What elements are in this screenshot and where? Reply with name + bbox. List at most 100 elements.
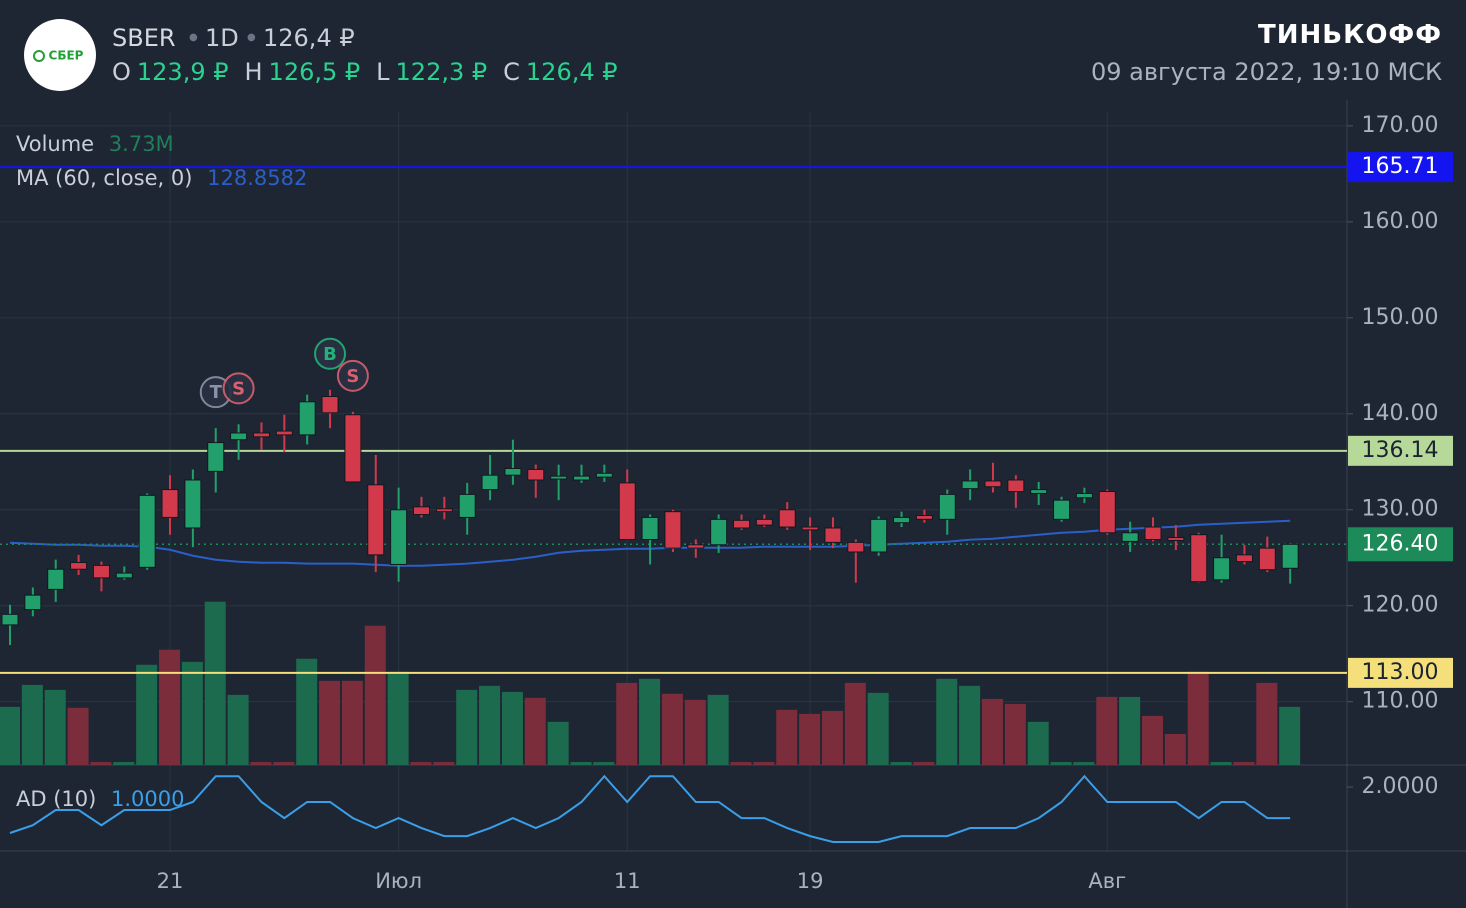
- y-tick-label: 150.00: [1362, 305, 1439, 330]
- candle-body: [618, 482, 636, 540]
- candle-body: [435, 508, 453, 513]
- volume-bar: [593, 762, 615, 765]
- candle-body: [92, 564, 110, 579]
- x-tick-label: 21: [157, 869, 184, 893]
- candle-body: [1075, 492, 1093, 499]
- volume-bar: [821, 710, 843, 765]
- candle-body: [184, 479, 202, 529]
- trade-marker-label: T: [210, 382, 223, 403]
- volume-bar: [67, 707, 89, 765]
- trade-marker-label: B: [323, 344, 337, 365]
- candle-body: [915, 515, 933, 520]
- candle-body: [870, 518, 888, 553]
- trade-marker-label: S: [346, 366, 359, 387]
- candle-body: [573, 475, 590, 481]
- candle-body: [275, 430, 293, 436]
- candle-body: [893, 516, 911, 524]
- candle-body: [984, 480, 1002, 488]
- legend-ma: MA (60, close, 0) 128.8582: [16, 166, 307, 190]
- volume-bar: [479, 685, 501, 765]
- y-tick-label: 130.00: [1362, 497, 1439, 522]
- volume-bar: [0, 706, 20, 765]
- candle-body: [1098, 491, 1116, 534]
- candle-body: [1281, 543, 1299, 569]
- volume-bar: [44, 689, 66, 765]
- candle-body: [252, 432, 270, 438]
- volume-bar: [113, 762, 135, 765]
- level-tag: [1348, 152, 1453, 183]
- x-tick-label: Июл: [375, 869, 422, 893]
- y-tick-label: 2.0000: [1362, 774, 1439, 799]
- level-tag: [1348, 657, 1453, 688]
- candle-body: [778, 509, 796, 528]
- candle-body: [595, 472, 613, 478]
- candle-body: [47, 568, 65, 590]
- volume-bar: [227, 694, 249, 765]
- volume-bar: [776, 709, 798, 765]
- volume-bar: [456, 689, 478, 765]
- candle-body: [1030, 489, 1048, 494]
- candle-body: [801, 526, 819, 531]
- volume-bar: [387, 671, 409, 765]
- candle-body: [847, 541, 865, 553]
- volume-bar: [250, 762, 272, 765]
- brand: ТИНЬКОФФ: [1258, 20, 1442, 50]
- candle-body: [1167, 537, 1185, 541]
- volume-bar: [1256, 682, 1278, 765]
- x-tick-label: 19: [797, 869, 824, 893]
- level-tag: [1348, 435, 1453, 466]
- ohlc-value: 126,4 ₽: [525, 58, 618, 86]
- volume-bar: [1279, 706, 1301, 765]
- volume-bar: [364, 625, 386, 765]
- candle-body: [24, 594, 42, 611]
- candle-body: [70, 562, 88, 570]
- last-price: 126,4 ₽: [263, 24, 355, 52]
- volume-bar: [1210, 762, 1232, 765]
- volume-bar: [844, 682, 866, 765]
- interval: 1D: [205, 24, 239, 52]
- volume-bar: [524, 697, 546, 765]
- volume-bar: [959, 685, 981, 765]
- volume-bar: [159, 649, 181, 765]
- y-tick-label: 160.00: [1362, 209, 1439, 234]
- candle-body: [687, 544, 705, 549]
- candle-body: [230, 432, 248, 441]
- volume-bar: [913, 762, 935, 765]
- volume-bar: [936, 678, 958, 765]
- volume-bar: [867, 692, 889, 765]
- candle-body: [321, 396, 339, 414]
- legend-name: Volume: [16, 132, 95, 156]
- candle-body: [481, 474, 499, 491]
- volume-bar: [981, 698, 1003, 765]
- ohlc-row: O 123,9 ₽ H 126,5 ₽ L 122,3 ₽ C 126,4 ₽: [112, 58, 618, 86]
- volume-bar: [433, 762, 455, 765]
- candle-body: [390, 509, 408, 565]
- y-tick-label: 170.00: [1362, 113, 1439, 138]
- level-label: 136.14: [1362, 438, 1439, 463]
- trade-marker: [314, 337, 347, 370]
- candle-body: [115, 572, 133, 579]
- volume-bar: [753, 762, 775, 765]
- sep: ●: [189, 32, 198, 43]
- ohlc-label: O: [112, 58, 131, 86]
- y-tick-label: 140.00: [1362, 401, 1439, 426]
- ticker: SBER: [112, 24, 176, 52]
- candle-body: [1, 613, 19, 626]
- candle-body: [1053, 499, 1071, 520]
- candle-body: [298, 401, 316, 436]
- volume-bar: [890, 762, 912, 765]
- candle-body: [733, 519, 751, 529]
- volume-bar: [661, 693, 683, 765]
- volume-bar: [273, 762, 295, 765]
- volume-bar: [21, 684, 43, 765]
- volume-bar: [181, 661, 203, 765]
- candle-body: [824, 527, 842, 543]
- candle-body: [367, 484, 385, 556]
- volume-bar: [639, 678, 661, 765]
- candle-body: [1190, 534, 1208, 583]
- volume-bar: [1096, 696, 1118, 765]
- ohlc-label: C: [503, 58, 520, 86]
- candle-body: [1235, 554, 1253, 563]
